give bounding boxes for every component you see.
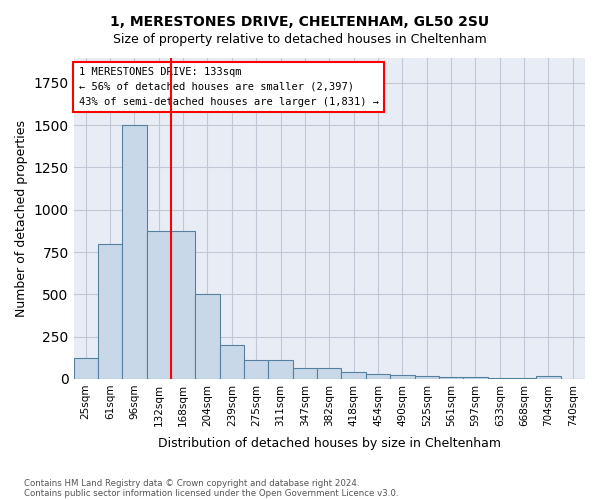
Bar (146, 231, 171, 379)
Bar (317, 368, 341, 379)
Bar (244, 360, 268, 379)
Bar (220, 345, 244, 379)
Bar (98, 244, 122, 379)
Bar (463, 377, 488, 379)
Bar (390, 374, 415, 379)
Bar (439, 377, 463, 379)
Bar (171, 231, 196, 379)
Text: 1 MERESTONES DRIVE: 133sqm
← 56% of detached houses are smaller (2,397)
43% of s: 1 MERESTONES DRIVE: 133sqm ← 56% of deta… (79, 67, 379, 106)
Bar (293, 368, 317, 379)
Bar (488, 378, 512, 379)
Text: Contains HM Land Registry data © Crown copyright and database right 2024.: Contains HM Land Registry data © Crown c… (24, 478, 359, 488)
Bar (536, 376, 560, 379)
Bar (415, 376, 439, 379)
Bar (366, 374, 390, 379)
Text: 1, MERESTONES DRIVE, CHELTENHAM, GL50 2SU: 1, MERESTONES DRIVE, CHELTENHAM, GL50 2S… (110, 15, 490, 29)
Bar (74, 358, 98, 379)
Bar (341, 372, 366, 379)
Bar (512, 378, 536, 379)
Bar (122, 125, 146, 379)
Text: Size of property relative to detached houses in Cheltenham: Size of property relative to detached ho… (113, 32, 487, 46)
X-axis label: Distribution of detached houses by size in Cheltenham: Distribution of detached houses by size … (158, 437, 501, 450)
Y-axis label: Number of detached properties: Number of detached properties (15, 120, 28, 316)
Bar (196, 294, 220, 379)
Bar (268, 360, 293, 379)
Text: Contains public sector information licensed under the Open Government Licence v3: Contains public sector information licen… (24, 488, 398, 498)
